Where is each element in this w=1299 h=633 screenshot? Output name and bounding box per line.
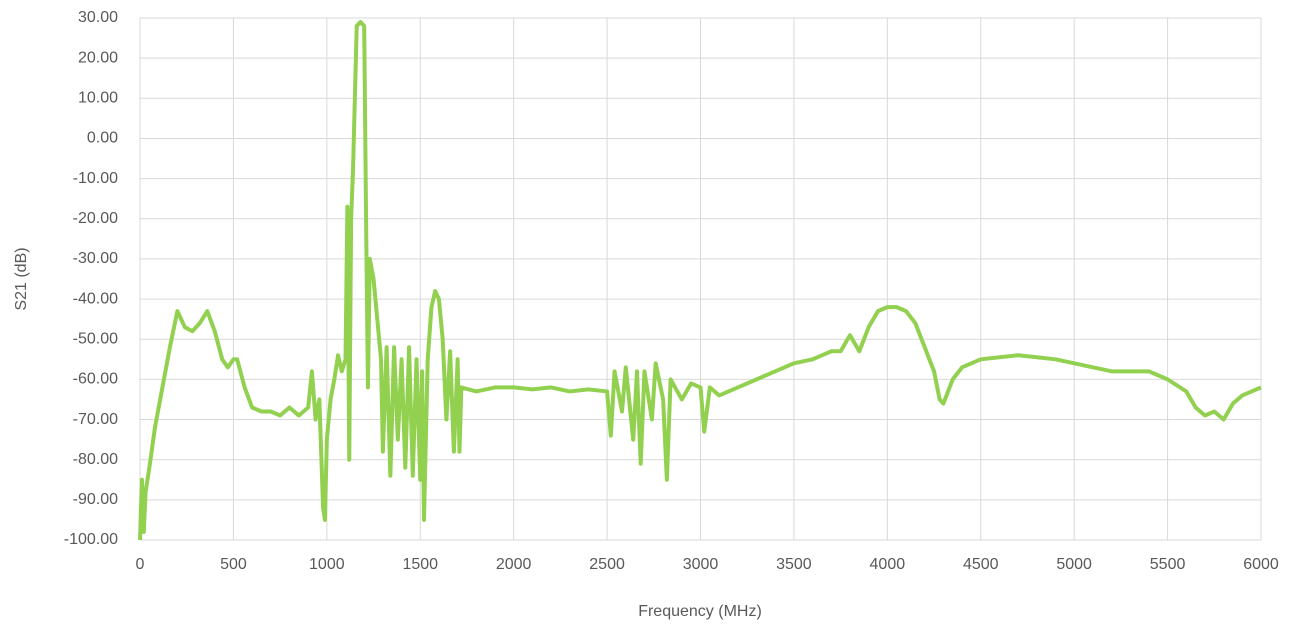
data-line	[138, 20, 1262, 541]
y-tick-label: -90.00	[73, 491, 118, 508]
y-tick-label: -20.00	[73, 210, 118, 227]
x-tick-label: 1500	[402, 556, 438, 573]
x-tick-label: 0	[136, 556, 145, 573]
x-tick-label: 4000	[870, 556, 906, 573]
y-tick-label: -100.00	[64, 531, 118, 548]
y-tick-label: -70.00	[73, 411, 118, 428]
y-tick-label: 30.00	[78, 9, 118, 26]
x-tick-label: 2500	[589, 556, 625, 573]
x-axis-label: Frequency (MHz)	[638, 603, 762, 620]
y-axis-label: S21 (dB)	[13, 247, 30, 310]
x-tick-label: 3500	[776, 556, 812, 573]
y-tick-label: -50.00	[73, 330, 118, 347]
y-tick-label: -30.00	[73, 250, 118, 267]
y-tick-label: 20.00	[78, 49, 118, 66]
y-tick-label: -40.00	[73, 290, 118, 307]
y-tick-label: -80.00	[73, 451, 118, 468]
y-tick-label: 0.00	[87, 130, 118, 147]
y-tick-label: -60.00	[73, 371, 118, 388]
y-tick-label: 10.00	[78, 90, 118, 107]
x-tick-label: 2000	[496, 556, 532, 573]
x-tick-label: 5000	[1056, 556, 1092, 573]
x-tick-label: 4500	[963, 556, 999, 573]
x-tick-label: 6000	[1243, 556, 1279, 573]
x-tick-label: 5500	[1150, 556, 1186, 573]
x-tick-label: 3000	[683, 556, 719, 573]
y-tick-label: -10.00	[73, 170, 118, 187]
x-tick-label: 500	[220, 556, 247, 573]
x-tick-label: 1000	[309, 556, 345, 573]
